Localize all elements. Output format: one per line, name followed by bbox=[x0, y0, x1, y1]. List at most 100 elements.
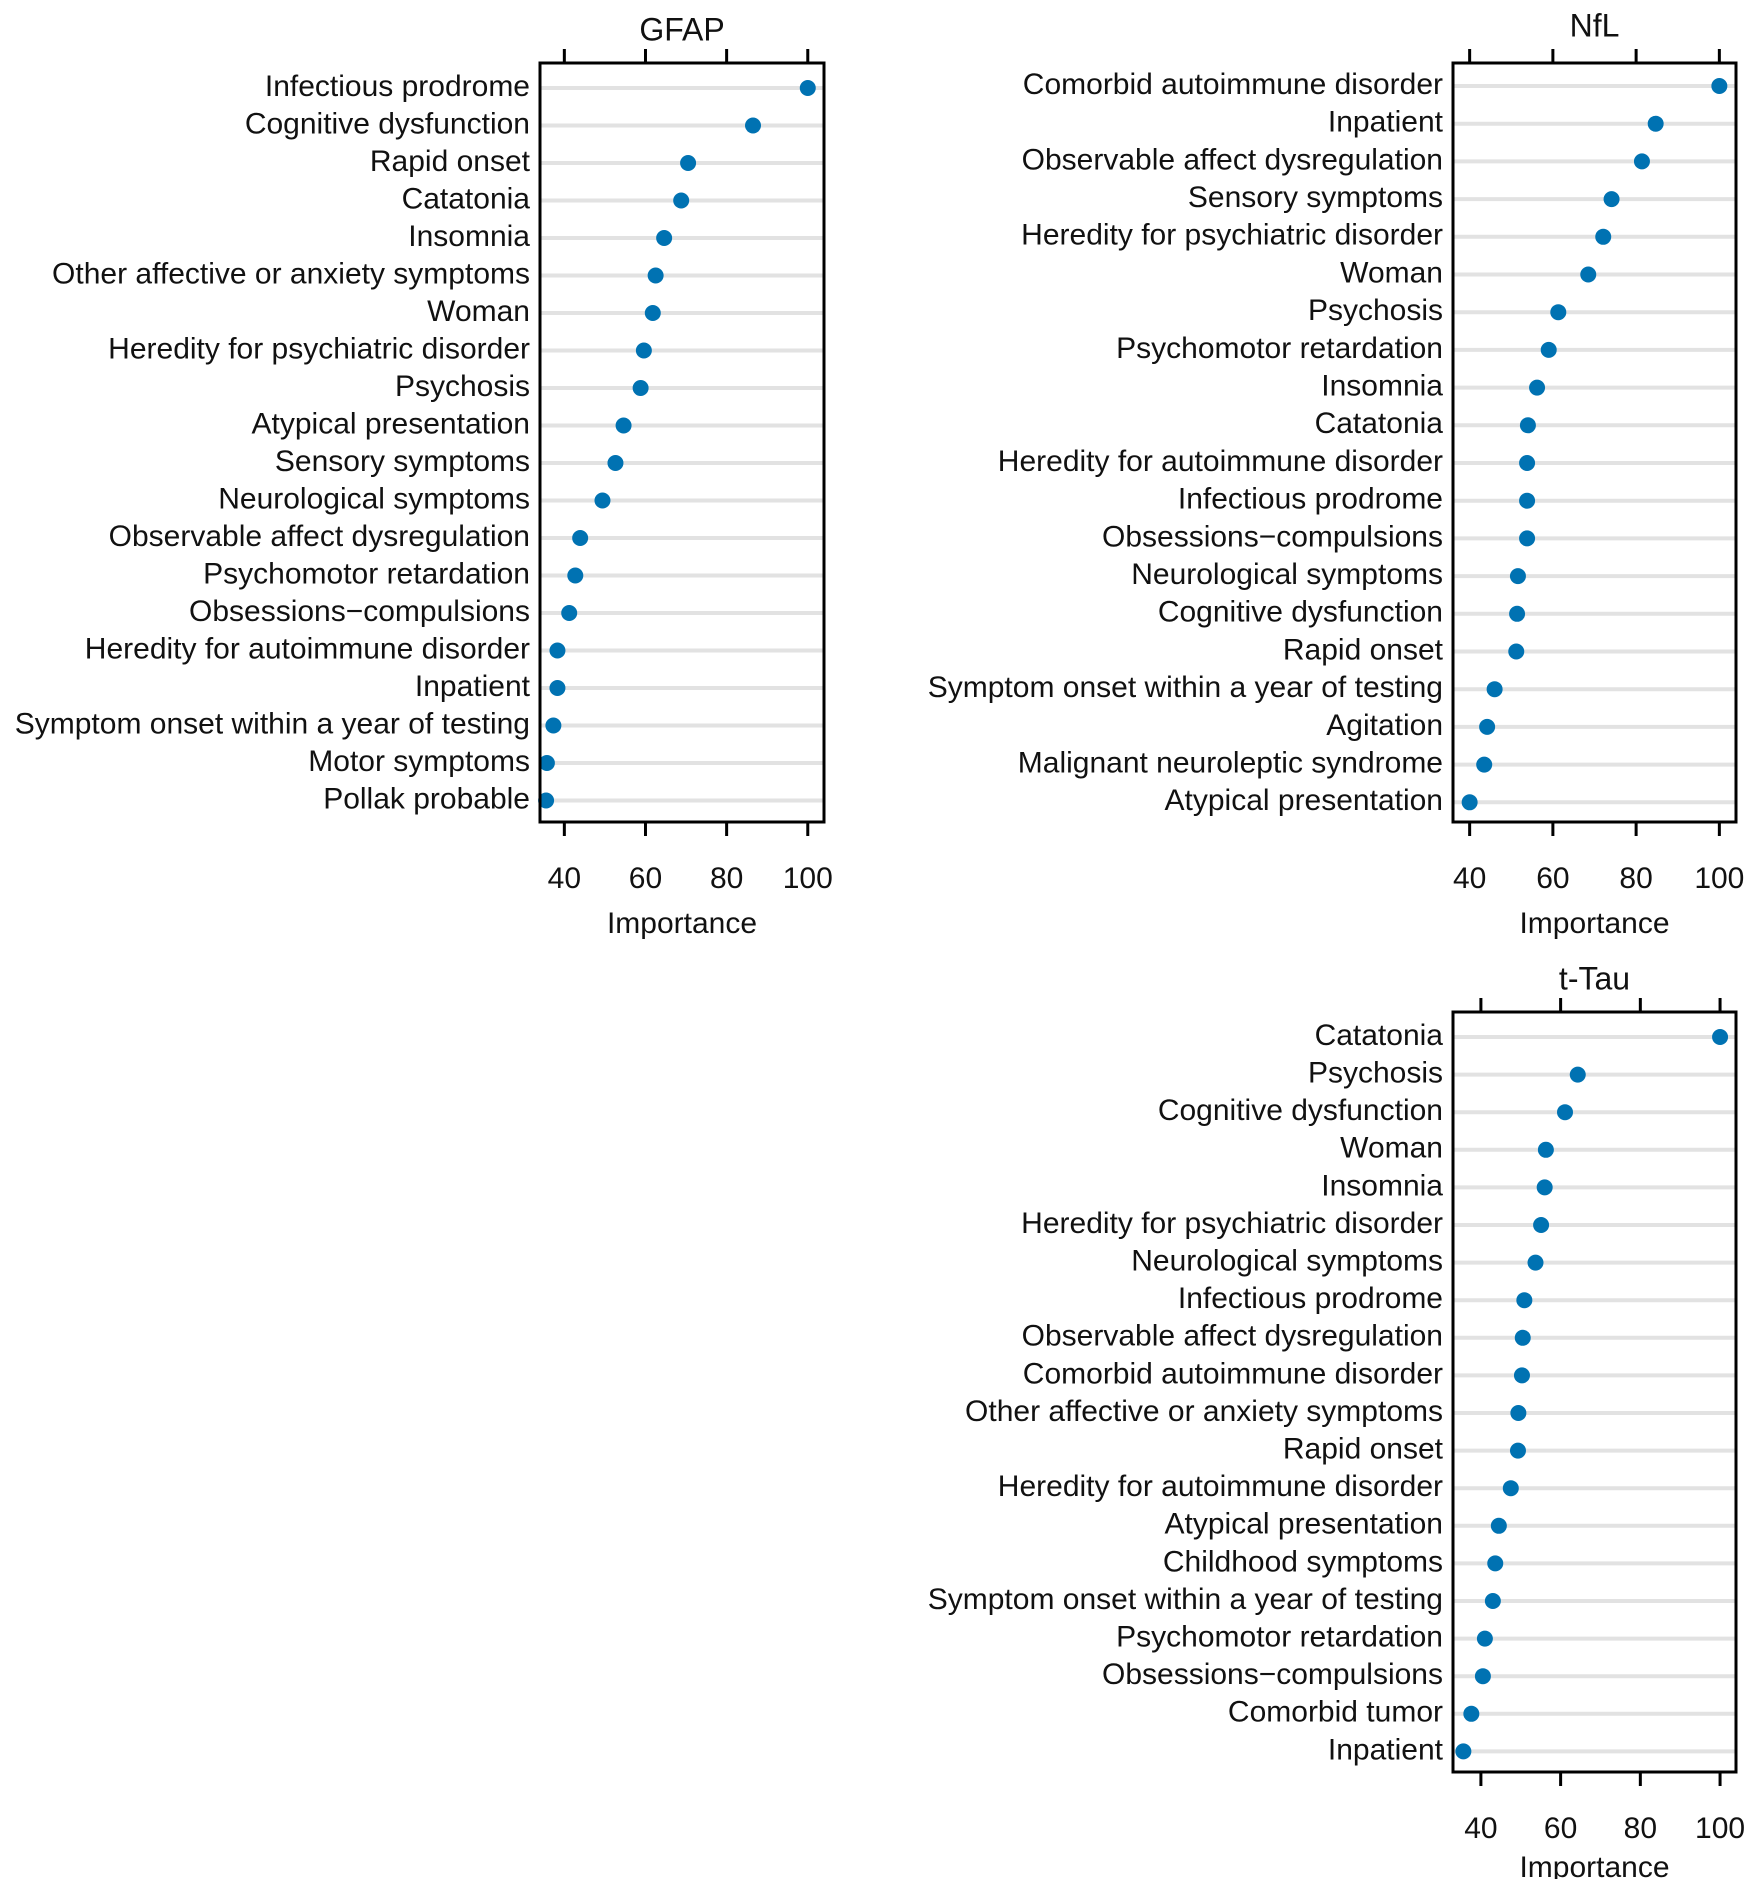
plot-frame bbox=[1451, 61, 1738, 824]
category-label: Heredity for autoimmune disorder bbox=[998, 1470, 1443, 1503]
data-point bbox=[1502, 1480, 1519, 1497]
data-point bbox=[647, 267, 664, 284]
x-tick-label: 80 bbox=[1624, 1812, 1657, 1845]
data-point bbox=[538, 755, 555, 771]
category-label: Psychomotor retardation bbox=[1116, 1621, 1443, 1654]
data-point bbox=[1484, 1593, 1501, 1609]
data-point bbox=[644, 305, 661, 321]
plot-frame bbox=[538, 61, 826, 824]
category-label: Inpatient bbox=[415, 670, 531, 703]
x-tick-label: 40 bbox=[1464, 1812, 1497, 1845]
data-point bbox=[656, 230, 673, 246]
data-point bbox=[1519, 530, 1536, 547]
category-label: Observable affect dysregulation bbox=[1022, 1320, 1443, 1353]
x-tick-label: 40 bbox=[1453, 862, 1486, 895]
data-point bbox=[1569, 1066, 1586, 1083]
data-point bbox=[1461, 794, 1478, 811]
data-point bbox=[561, 605, 578, 621]
category-label: Comorbid autoimmune disorder bbox=[1023, 1357, 1443, 1390]
category-label: Heredity for psychiatric disorder bbox=[108, 332, 530, 365]
category-label: Neurological symptoms bbox=[1131, 558, 1443, 591]
data-point bbox=[607, 455, 624, 471]
data-point bbox=[1509, 1442, 1526, 1459]
category-label: Inpatient bbox=[1328, 106, 1444, 139]
category-label: Catatonia bbox=[402, 182, 531, 215]
category-label: Rapid onset bbox=[1283, 1433, 1444, 1466]
category-label: Malignant neuroleptic syndrome bbox=[1018, 747, 1443, 780]
data-point bbox=[673, 192, 690, 209]
category-label: Heredity for autoimmune disorder bbox=[85, 632, 530, 665]
category-label: Agitation bbox=[1326, 709, 1443, 742]
category-label: Motor symptoms bbox=[308, 745, 530, 778]
data-point bbox=[799, 80, 816, 96]
category-label: Psychosis bbox=[1308, 294, 1443, 327]
category-label: Neurological symptoms bbox=[218, 482, 530, 515]
data-point bbox=[1486, 681, 1503, 698]
data-point bbox=[1550, 304, 1567, 321]
category-label: Woman bbox=[427, 295, 530, 328]
data-point bbox=[1536, 1179, 1553, 1196]
category-label: Woman bbox=[1340, 256, 1443, 289]
data-point bbox=[1476, 756, 1493, 773]
category-label: Cognitive dysfunction bbox=[1158, 1094, 1443, 1127]
x-axis-label: Importance bbox=[1519, 907, 1669, 940]
data-point bbox=[1508, 643, 1525, 660]
data-point bbox=[1537, 1141, 1554, 1158]
data-point bbox=[1455, 1743, 1472, 1760]
data-point bbox=[549, 642, 566, 659]
data-point bbox=[745, 117, 761, 134]
category-label: Pollak probable bbox=[323, 782, 530, 815]
category-label: Insomnia bbox=[1321, 1169, 1443, 1202]
category-label: Psychosis bbox=[1308, 1057, 1443, 1090]
data-point bbox=[1647, 115, 1664, 132]
data-point bbox=[1711, 78, 1728, 94]
category-label: Infectious prodrome bbox=[1178, 1282, 1443, 1315]
category-label: Childhood symptoms bbox=[1163, 1545, 1443, 1578]
data-point bbox=[1533, 1217, 1550, 1233]
category-label: Woman bbox=[1340, 1132, 1443, 1165]
category-label: Heredity for psychiatric disorder bbox=[1021, 1207, 1443, 1240]
category-label: Obsessions−compulsions bbox=[189, 595, 530, 628]
category-label: Psychomotor retardation bbox=[203, 557, 530, 590]
data-point bbox=[538, 792, 555, 809]
data-point bbox=[1514, 1329, 1531, 1346]
category-label: Other affective or anxiety symptoms bbox=[52, 257, 530, 290]
category-label: Insomnia bbox=[1321, 370, 1443, 403]
data-point bbox=[1474, 1668, 1491, 1685]
data-point bbox=[1463, 1705, 1480, 1722]
data-point bbox=[1510, 1405, 1527, 1421]
data-point bbox=[1476, 1630, 1493, 1647]
category-label: Catatonia bbox=[1315, 407, 1444, 440]
category-label: Heredity for psychiatric disorder bbox=[1021, 219, 1443, 252]
category-label: Atypical presentation bbox=[1165, 784, 1444, 817]
data-point bbox=[632, 380, 649, 396]
data-point bbox=[1479, 718, 1496, 735]
data-point bbox=[1580, 266, 1597, 283]
x-tick-label: 100 bbox=[783, 862, 833, 895]
category-label: Obsessions−compulsions bbox=[1102, 520, 1443, 553]
panel-title: t-Tau bbox=[1559, 960, 1630, 996]
panel-title: NfL bbox=[1570, 7, 1620, 43]
category-label: Symptom onset within a year of testing bbox=[928, 1583, 1443, 1616]
plot-frame bbox=[1451, 1010, 1738, 1774]
x-tick-label: 80 bbox=[1619, 862, 1652, 895]
x-tick-label: 60 bbox=[629, 862, 662, 895]
category-label: Insomnia bbox=[408, 220, 530, 253]
category-label: Rapid onset bbox=[370, 145, 531, 178]
data-point bbox=[545, 717, 562, 734]
category-label: Other affective or anxiety symptoms bbox=[965, 1395, 1443, 1428]
data-point bbox=[1557, 1104, 1574, 1121]
x-tick-label: 80 bbox=[710, 862, 743, 895]
data-point bbox=[680, 155, 697, 171]
category-label: Comorbid autoimmune disorder bbox=[1023, 68, 1443, 101]
data-point bbox=[1527, 1254, 1544, 1271]
data-point bbox=[1529, 379, 1546, 396]
panel-title: GFAP bbox=[639, 11, 724, 47]
category-label: Observable affect dysregulation bbox=[1022, 143, 1443, 176]
data-point bbox=[594, 492, 611, 509]
data-point bbox=[1513, 1367, 1530, 1384]
data-point bbox=[1509, 605, 1526, 622]
category-label: Infectious prodrome bbox=[1178, 483, 1443, 516]
x-tick-label: 60 bbox=[1536, 862, 1569, 895]
